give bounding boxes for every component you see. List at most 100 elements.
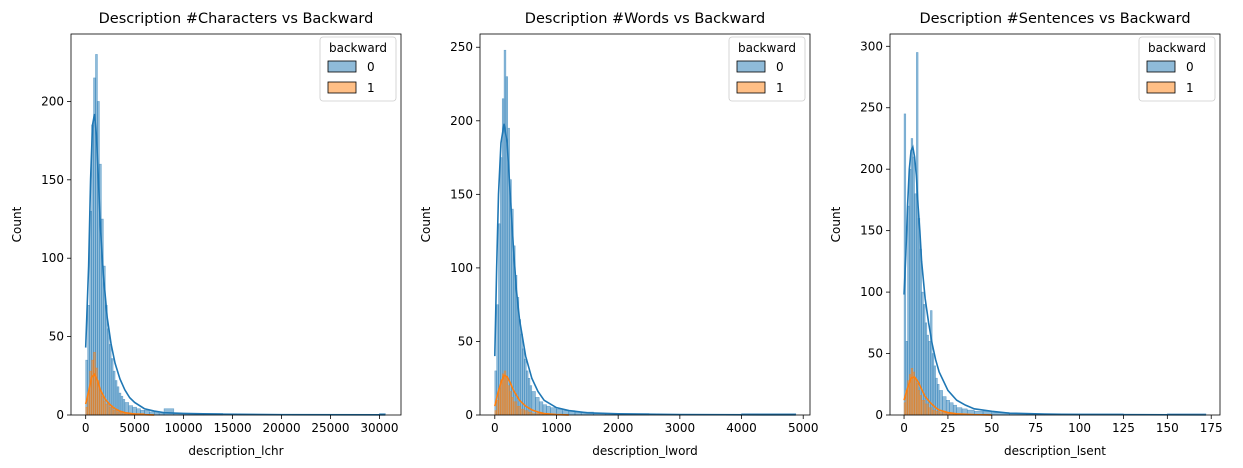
histogram-bar — [95, 54, 98, 416]
series-bars-0 — [494, 49, 797, 416]
x-tick-label: 150 — [1156, 421, 1179, 435]
y-tick-label: 0 — [56, 408, 64, 422]
x-tick-label: 125 — [1112, 421, 1135, 435]
y-axis-label: Count — [829, 206, 843, 242]
y-tick-label: 200 — [860, 162, 883, 176]
axes-frame — [70, 33, 402, 416]
histogram-bar — [505, 76, 509, 416]
kde-line-1 — [903, 375, 992, 416]
histogram-bar — [924, 322, 928, 416]
legend-swatch-0 — [1146, 60, 1176, 73]
histogram-bar — [496, 400, 499, 416]
histogram-bar — [112, 410, 118, 416]
histogram-bar — [916, 52, 919, 416]
x-axis-label: description_lchr — [188, 444, 283, 458]
legend-swatch-1 — [736, 81, 766, 94]
axes-frame — [889, 33, 1221, 416]
histogram-bar — [99, 389, 102, 416]
y-axis-label: Count — [419, 206, 433, 242]
histogram-bar — [101, 395, 104, 416]
y-tick-label: 200 — [41, 94, 64, 108]
y-tick-label: 100 — [450, 261, 473, 275]
y-tick-label: 150 — [860, 224, 883, 238]
x-tick-label: 75 — [1028, 421, 1043, 435]
x-tick-label: 30000 — [360, 421, 398, 435]
histogram-bar — [926, 334, 929, 416]
x-tick-label: 1000 — [541, 421, 572, 435]
histogram-bar — [105, 403, 110, 416]
histogram-bar — [520, 408, 525, 416]
x-tick-label: 5000 — [788, 421, 819, 435]
legend-swatch-1 — [327, 81, 357, 94]
histogram-bar — [103, 400, 106, 416]
histogram-bar — [494, 370, 497, 416]
x-axis-label: description_lword — [592, 444, 698, 458]
histogram-bar — [930, 310, 933, 416]
legend: backward 0 1 — [728, 36, 806, 102]
kde-line-0 — [84, 113, 386, 416]
histogram-bar — [928, 341, 931, 416]
chart-panel-1: 0 5000 10000 15000 20000 25000 30000 0 50 100 150 2… — [10, 11, 402, 458]
x-tick-label: 0 — [491, 421, 499, 435]
histogram-bar — [91, 359, 94, 416]
y-tick-label: 100 — [860, 285, 883, 299]
legend: backward 0 1 — [319, 36, 397, 102]
y-tick-label: 300 — [860, 39, 883, 53]
y-tick-label: 0 — [465, 408, 473, 422]
chart-panel-3: 0 25 50 75 100 125 150 175 0 50 100 150 200 250 300 Des… — [829, 11, 1223, 458]
chart-title: Description #Words vs Backward — [525, 11, 765, 27]
histogram-bar — [921, 291, 924, 416]
chart-title: Description #Sentences vs Backward — [919, 11, 1190, 27]
x-tick-label: 0 — [900, 421, 908, 435]
y-tick-label: 50 — [49, 330, 64, 344]
histogram-bar — [914, 377, 917, 416]
y-tick-label: 250 — [450, 40, 473, 54]
histogram-bar — [903, 402, 907, 416]
legend-swatch-0 — [327, 60, 357, 73]
legend-swatch-1 — [1146, 81, 1176, 94]
series-bars-0 — [85, 54, 386, 416]
x-tick-label: 20000 — [262, 421, 300, 435]
histogram-bar — [507, 385, 510, 416]
x-tick-label: 3000 — [665, 421, 696, 435]
chart-panel-2: 0 1000 2000 3000 4000 5000 0 50 100 150 200 250 Desc… — [419, 11, 818, 458]
y-tick-label: 200 — [450, 114, 473, 128]
histogram-bar — [503, 49, 507, 416]
x-axis-label: description_lsent — [1004, 444, 1106, 458]
kde-line-1 — [494, 374, 569, 416]
legend-title: backward — [738, 41, 796, 55]
histogram-bar — [93, 352, 96, 416]
legend-entry-label: 1 — [776, 81, 784, 95]
histogram-bar — [916, 382, 919, 416]
x-tick-label: 175 — [1200, 421, 1223, 435]
legend-swatch-0 — [736, 60, 766, 73]
legend: backward 0 1 — [1138, 36, 1216, 102]
x-tick-label: 0 — [82, 421, 90, 435]
x-tick-label: 25000 — [311, 421, 349, 435]
legend-title: backward — [329, 41, 387, 55]
x-tick-label: 50 — [984, 421, 999, 435]
legend-entry-label: 0 — [1186, 60, 1194, 74]
histogram-bar — [500, 157, 503, 416]
histogram-bar — [509, 391, 512, 416]
histogram-bar — [935, 411, 940, 416]
chart-title: Description #Characters vs Backward — [99, 11, 374, 27]
histogram-bar — [116, 411, 122, 416]
histogram-bar — [912, 371, 915, 416]
series-bars-1 — [494, 370, 545, 416]
x-tick-label: 100 — [1068, 421, 1091, 435]
y-tick-label: 100 — [41, 251, 64, 265]
histogram-bar — [108, 406, 114, 416]
histogram-bar — [85, 406, 88, 416]
histogram-bar — [505, 376, 509, 416]
histogram-bar — [928, 407, 933, 416]
histogram-bar — [95, 367, 98, 416]
x-tick-label: 2000 — [603, 421, 634, 435]
histogram-bar — [503, 370, 507, 416]
x-tick-label: 25 — [940, 421, 955, 435]
kde-line-0 — [494, 123, 796, 416]
kde-line-1 — [84, 372, 155, 416]
y-tick-label: 150 — [450, 187, 473, 201]
histogram-bar — [921, 400, 926, 416]
